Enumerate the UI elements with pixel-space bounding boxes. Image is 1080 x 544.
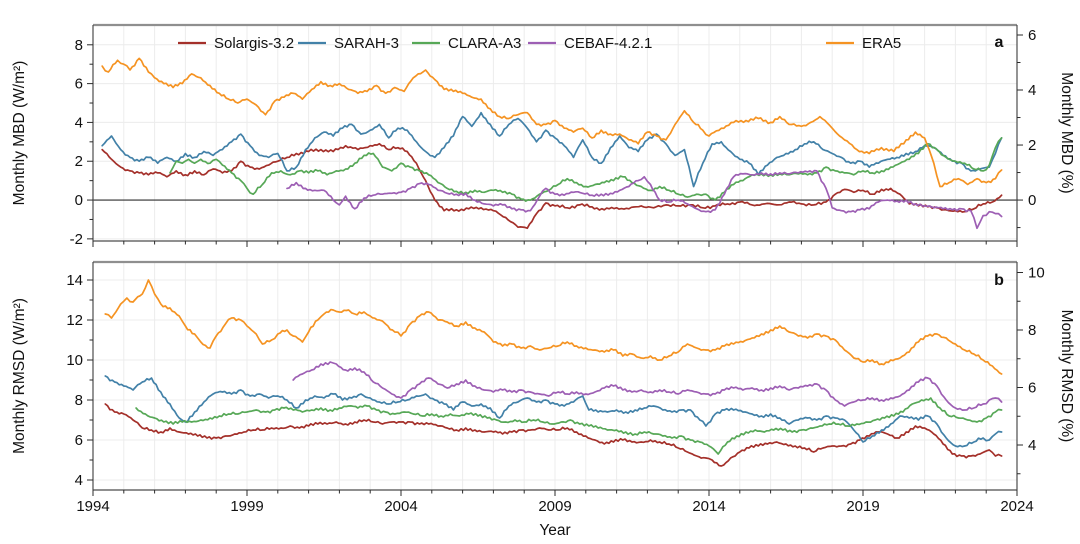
panel-b-ylabel-right: Monthly RMSD (%): [1058, 310, 1075, 443]
y-tick-label-left: -2: [70, 231, 83, 248]
x-tick-label: 1994: [76, 498, 109, 515]
x-tick-label: 2024: [1000, 498, 1033, 515]
series-line-solargis-3-2-panel-b: [104, 403, 1003, 467]
panel-a-ylabel-right: Monthly MBD (%): [1058, 72, 1075, 193]
panel-a-ylabel-left: Monthly MBD (W/m²): [11, 61, 28, 206]
legend-label-era5: ERA5: [862, 35, 901, 52]
x-tick-label: 2009: [538, 498, 571, 515]
series-line-solargis-3-2-panel-a: [101, 142, 1003, 230]
legend-label-sarah-3: SARAH-3: [334, 35, 399, 52]
series-line-clara-a3-panel-b: [135, 397, 1003, 455]
gridlines-layer: [93, 25, 1017, 490]
y-tick-label-left: 4: [75, 472, 83, 489]
panel-b-letter: b: [994, 272, 1004, 289]
x-axis-title: Year: [539, 522, 570, 539]
y-tick-label-left: 8: [75, 392, 83, 409]
series-line-clara-a3-panel-a: [169, 137, 1003, 202]
series-line-era5-panel-b: [104, 279, 1003, 375]
y-tick-label-right: 6: [1028, 380, 1036, 397]
y-tick-label-left: 0: [75, 192, 83, 209]
y-tick-label-right: 10: [1028, 265, 1045, 282]
y-tick-label-left: 6: [75, 432, 83, 449]
y-tick-label-right: 4: [1028, 437, 1036, 454]
legend-label-solargis-3-2: Solargis-3.2: [214, 35, 294, 52]
tick-labels-layer: -2 0 2 4 6 8 0 2 4 6 4 6 8 10 12 14 4 6 8 10 1994 1999 2004 200…: [66, 27, 1044, 515]
y-tick-label-right: 0: [1028, 192, 1036, 209]
x-tick-label: 1999: [230, 498, 263, 515]
series-lines-layer: [101, 57, 1003, 467]
axes-layer: [87, 23, 1023, 496]
series-line-era5-panel-a: [101, 57, 1003, 188]
x-tick-label: 2019: [846, 498, 879, 515]
legend-label-cebaf-4-2-1: CEBAF-4.2.1: [564, 35, 652, 52]
series-line-cebaf-4-2-1-panel-a: [286, 169, 1003, 230]
panel-b-ylabel-left: Monthly RMSD (W/m²): [11, 298, 28, 454]
y-tick-label-left: 8: [75, 37, 83, 54]
y-tick-label-left: 12: [66, 312, 83, 329]
legend-label-clara-a3: CLARA-A3: [448, 35, 521, 52]
series-line-sarah-3-panel-b: [104, 375, 1003, 448]
legend: Solargis-3.2 SARAH-3 CLARA-A3 CEBAF-4.2.1 ER…: [178, 35, 901, 52]
series-line-sarah-3-panel-a: [101, 111, 1003, 188]
y-tick-label-left: 10: [66, 352, 83, 369]
y-tick-label-left: 14: [66, 272, 83, 289]
y-tick-label-left: 2: [75, 153, 83, 170]
series-line-cebaf-4-2-1-panel-b: [292, 361, 1003, 411]
y-tick-label-right: 4: [1028, 82, 1036, 99]
y-tick-label-right: 6: [1028, 27, 1036, 44]
y-tick-label-left: 6: [75, 76, 83, 93]
y-tick-label-left: 4: [75, 114, 83, 131]
x-tick-label: 2004: [384, 498, 417, 515]
panel-a-letter: a: [995, 34, 1004, 51]
y-tick-label-right: 8: [1028, 322, 1036, 339]
x-tick-label: 2014: [692, 498, 725, 515]
y-tick-label-right: 2: [1028, 137, 1036, 154]
